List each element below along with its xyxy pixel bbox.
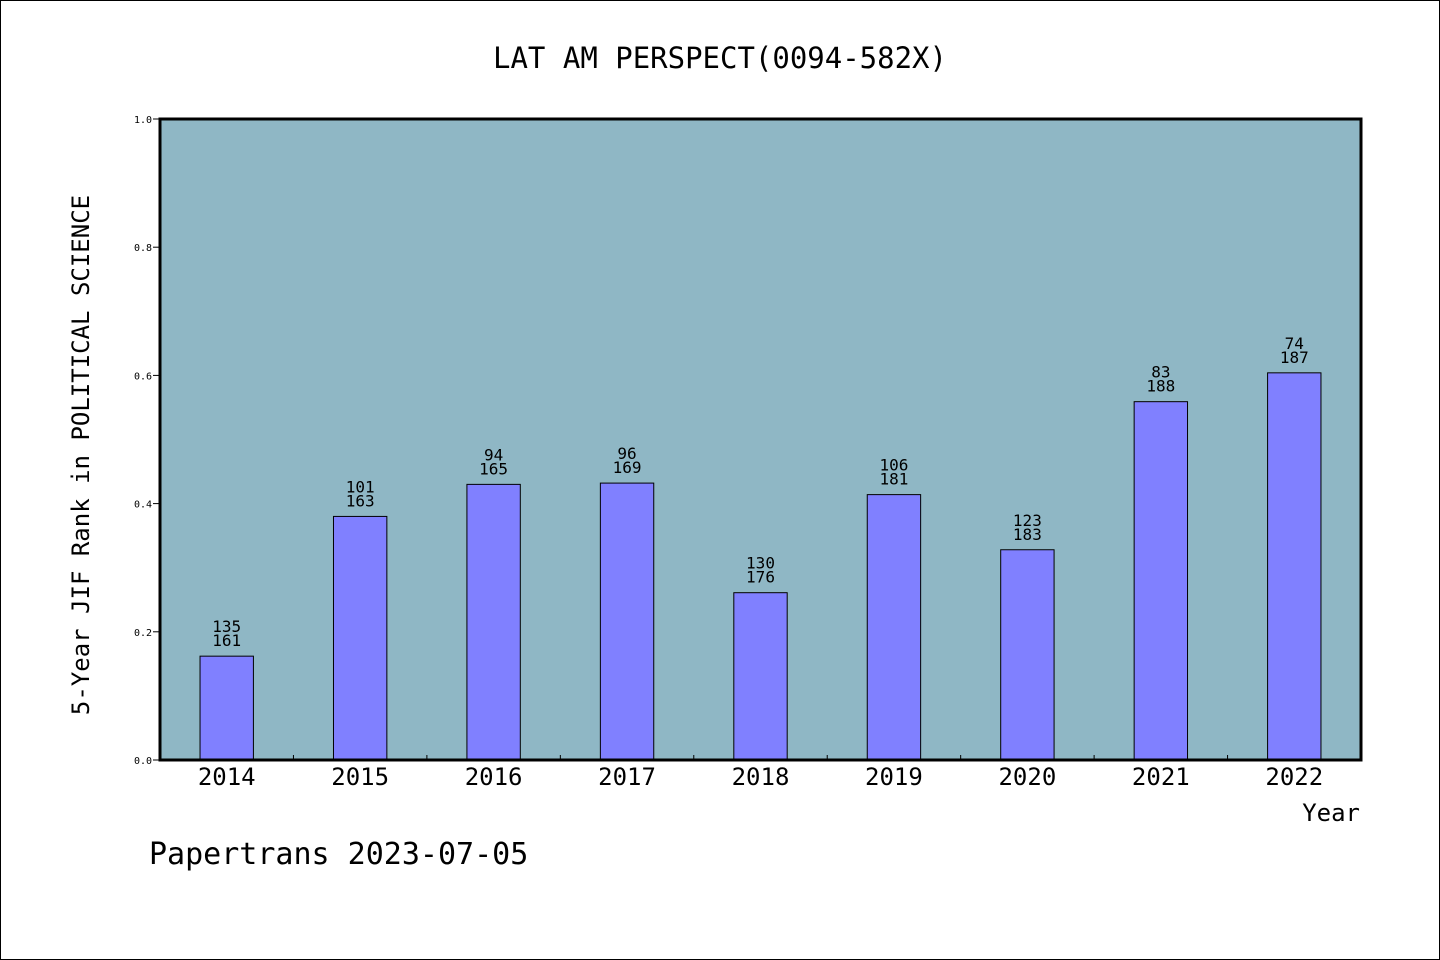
x-tick-label-2019: 2019 xyxy=(865,763,923,791)
bar-rank-label-2022: 74 xyxy=(1285,334,1304,353)
x-tick-label-2022: 2022 xyxy=(1265,763,1323,791)
bar-total-label-2018: 176 xyxy=(746,568,775,587)
x-tick-label-2017: 2017 xyxy=(598,763,656,791)
bar-2021 xyxy=(1133,401,1189,761)
bar-total-label-2016: 165 xyxy=(479,459,508,478)
y-tick-label: 0.4 xyxy=(134,500,152,511)
x-tick-label-2021: 2021 xyxy=(1132,763,1190,791)
bar-2016 xyxy=(466,483,521,761)
bar-total-label-2014: 161 xyxy=(212,631,241,650)
bar-2014 xyxy=(199,655,254,761)
bar-2020 xyxy=(1000,549,1055,761)
bar-2018 xyxy=(733,592,788,761)
x-tick-label-2015: 2015 xyxy=(331,763,389,791)
bar-2019 xyxy=(866,494,922,761)
bar-total-label-2017: 169 xyxy=(613,458,642,477)
x-tick-label-2016: 2016 xyxy=(465,763,523,791)
y-tick-label: 0.6 xyxy=(134,371,152,382)
bar-rank-label-2020: 123 xyxy=(1013,511,1042,530)
bar-rank-label-2015: 101 xyxy=(346,477,375,496)
bar-total-label-2021: 188 xyxy=(1146,377,1175,396)
x-tick-label-2014: 2014 xyxy=(198,763,256,791)
bar-rank-label-2017: 96 xyxy=(617,444,636,463)
bar-total-label-2015: 163 xyxy=(346,491,375,510)
bar-2015 xyxy=(332,515,388,761)
axis-layer: 2014 2015 2016 2017 2018 2019 2020 2021 2022 0.0 0… xyxy=(134,115,1363,791)
y-tick-label: 0.8 xyxy=(134,243,152,254)
bar-rank-label-2021: 83 xyxy=(1151,363,1170,382)
y-tick-label: 1.0 xyxy=(134,115,152,126)
y-tick-label: 0.2 xyxy=(134,628,152,639)
plot-border xyxy=(158,117,1363,762)
bar-rank-label-2014: 135 xyxy=(212,617,241,636)
bar-2017 xyxy=(599,482,655,761)
x-axis-label: Year xyxy=(1302,799,1360,827)
bar-total-label-2020: 183 xyxy=(1013,525,1042,544)
bar-rank-label-2016: 94 xyxy=(484,445,503,464)
bar-rank-label-2019: 106 xyxy=(879,456,908,475)
bar-2022 xyxy=(1267,372,1322,761)
x-tick-label-2020: 2020 xyxy=(998,763,1056,791)
chart-title: LAT AM PERSPECT(0094-582X) xyxy=(493,41,947,75)
bar-total-label-2022: 187 xyxy=(1280,348,1309,367)
y-tick-label: 0.0 xyxy=(134,756,152,767)
x-tick-label-2018: 2018 xyxy=(732,763,790,791)
footer-text: Papertrans 2023-07-05 xyxy=(149,837,528,872)
bar-rank-label-2018: 130 xyxy=(746,554,775,573)
bar-total-label-2019: 181 xyxy=(879,470,908,489)
y-axis-label: 5-Year JIF Rank in POLITICAL SCIENCE xyxy=(67,195,95,715)
